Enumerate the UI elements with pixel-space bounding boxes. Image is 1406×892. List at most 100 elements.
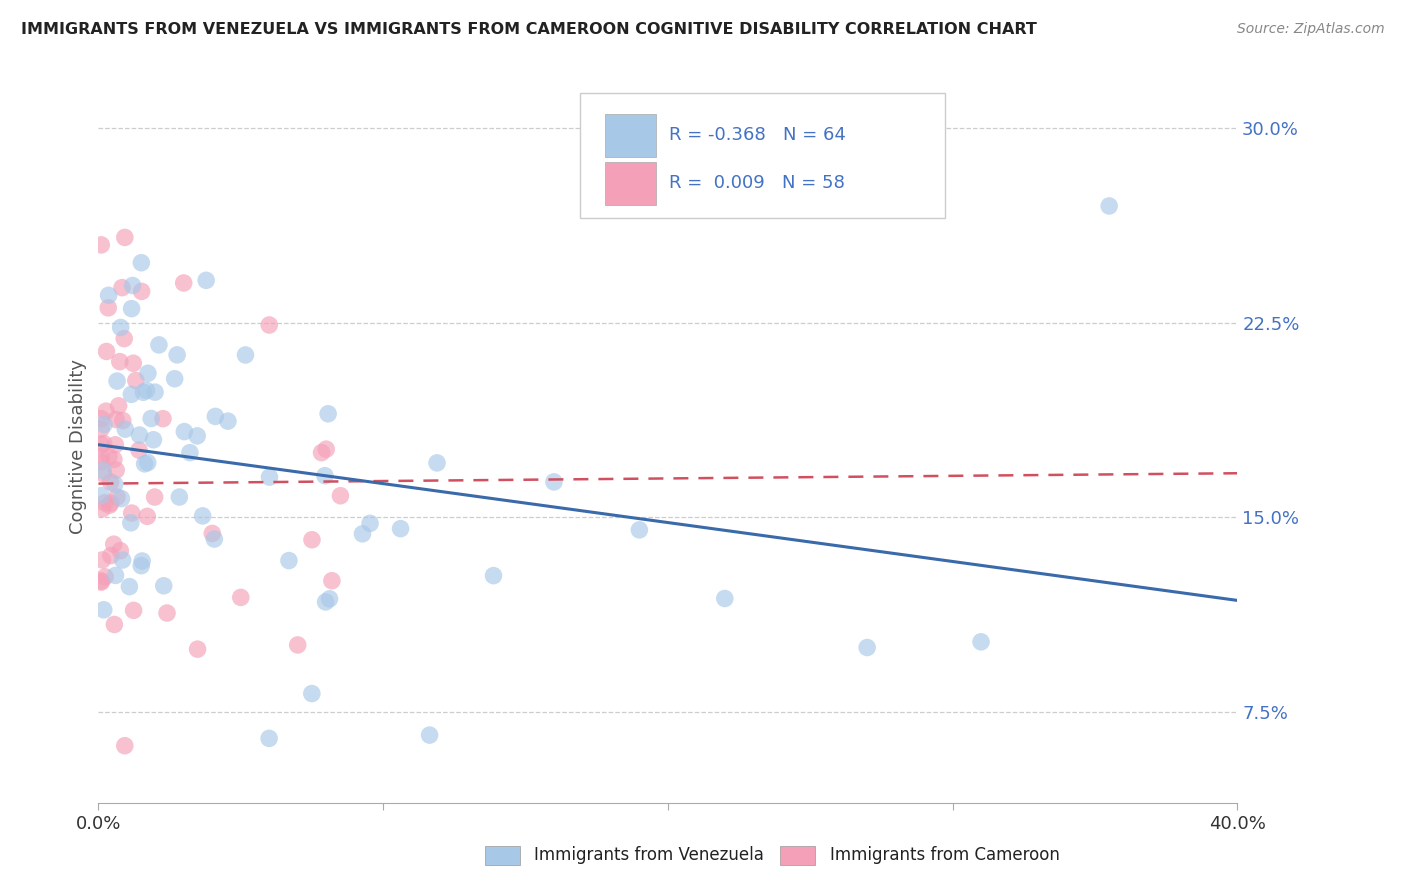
Point <box>152 579 174 593</box>
Point <box>259 470 281 484</box>
Point <box>287 638 309 652</box>
Point <box>91 553 114 567</box>
Point <box>131 285 153 299</box>
Point <box>352 526 374 541</box>
Point <box>543 475 565 489</box>
Text: R = -0.368   N = 64: R = -0.368 N = 64 <box>669 126 846 144</box>
Point <box>970 635 993 649</box>
Point <box>148 338 170 352</box>
Point <box>114 739 136 753</box>
Point <box>257 731 280 746</box>
Point <box>90 574 112 588</box>
Point <box>90 422 112 436</box>
Point <box>90 455 112 469</box>
Point <box>93 436 115 450</box>
Point <box>301 533 323 547</box>
Point <box>419 728 441 742</box>
Point <box>482 568 505 582</box>
Point <box>359 516 381 531</box>
Text: Immigrants from Venezuela: Immigrants from Venezuela <box>534 846 763 863</box>
Point <box>100 549 122 563</box>
Point <box>143 385 166 400</box>
Point <box>314 468 336 483</box>
Point <box>856 640 879 655</box>
Point <box>90 238 112 252</box>
Point <box>128 443 150 458</box>
Point <box>105 463 128 477</box>
Text: Immigrants from Cameroon: Immigrants from Cameroon <box>830 846 1059 863</box>
Point <box>104 438 127 452</box>
Point <box>103 452 125 467</box>
Point <box>136 456 159 470</box>
Point <box>166 348 188 362</box>
Point <box>97 288 120 302</box>
Point <box>100 496 122 510</box>
Point <box>136 366 159 380</box>
Point <box>142 433 165 447</box>
Text: Source: ZipAtlas.com: Source: ZipAtlas.com <box>1237 22 1385 37</box>
Point <box>128 428 150 442</box>
Point <box>195 273 218 287</box>
Point <box>94 404 117 418</box>
Point <box>97 301 120 315</box>
Point <box>121 301 143 316</box>
Point <box>91 464 114 478</box>
Point <box>204 409 226 424</box>
Point <box>217 414 239 428</box>
Point <box>100 475 122 489</box>
Point <box>93 496 115 510</box>
FancyBboxPatch shape <box>581 93 945 218</box>
Point <box>714 591 737 606</box>
Point <box>301 687 323 701</box>
Point <box>104 568 127 582</box>
Point <box>179 445 201 459</box>
Point <box>169 490 191 504</box>
Point <box>104 477 127 491</box>
Point <box>112 332 135 346</box>
Point <box>111 553 134 567</box>
Point <box>120 516 142 530</box>
Point <box>131 554 153 568</box>
Point <box>315 442 337 457</box>
Point <box>114 422 136 436</box>
Point <box>173 276 195 290</box>
Point <box>103 537 125 551</box>
Point <box>186 429 208 443</box>
Point <box>134 457 156 471</box>
Point <box>103 617 125 632</box>
Point <box>98 498 121 512</box>
Point <box>91 467 114 481</box>
Point <box>105 374 128 388</box>
Point <box>1098 199 1121 213</box>
Point <box>118 580 141 594</box>
Point <box>107 399 129 413</box>
FancyBboxPatch shape <box>605 162 657 205</box>
Point <box>114 230 136 244</box>
Point <box>426 456 449 470</box>
Point <box>110 320 132 334</box>
Point <box>143 490 166 504</box>
Text: IMMIGRANTS FROM VENEZUELA VS IMMIGRANTS FROM CAMEROON COGNITIVE DISABILITY CORRE: IMMIGRANTS FROM VENEZUELA VS IMMIGRANTS … <box>21 22 1038 37</box>
Point <box>321 574 343 588</box>
Point <box>90 575 112 590</box>
Point <box>97 450 120 464</box>
Point <box>191 508 214 523</box>
Point <box>259 318 281 332</box>
Point <box>108 354 131 368</box>
Point <box>111 413 134 427</box>
Point <box>122 603 145 617</box>
Point <box>132 385 155 400</box>
Point <box>202 532 225 546</box>
Point <box>93 603 115 617</box>
Point <box>90 450 112 464</box>
Point <box>329 489 352 503</box>
Point <box>125 374 148 388</box>
Point <box>152 411 174 425</box>
Point <box>315 595 337 609</box>
Point <box>122 356 145 370</box>
Point <box>156 606 179 620</box>
Point <box>90 437 112 451</box>
Point <box>628 523 651 537</box>
Point <box>90 411 112 425</box>
Point <box>91 501 114 516</box>
